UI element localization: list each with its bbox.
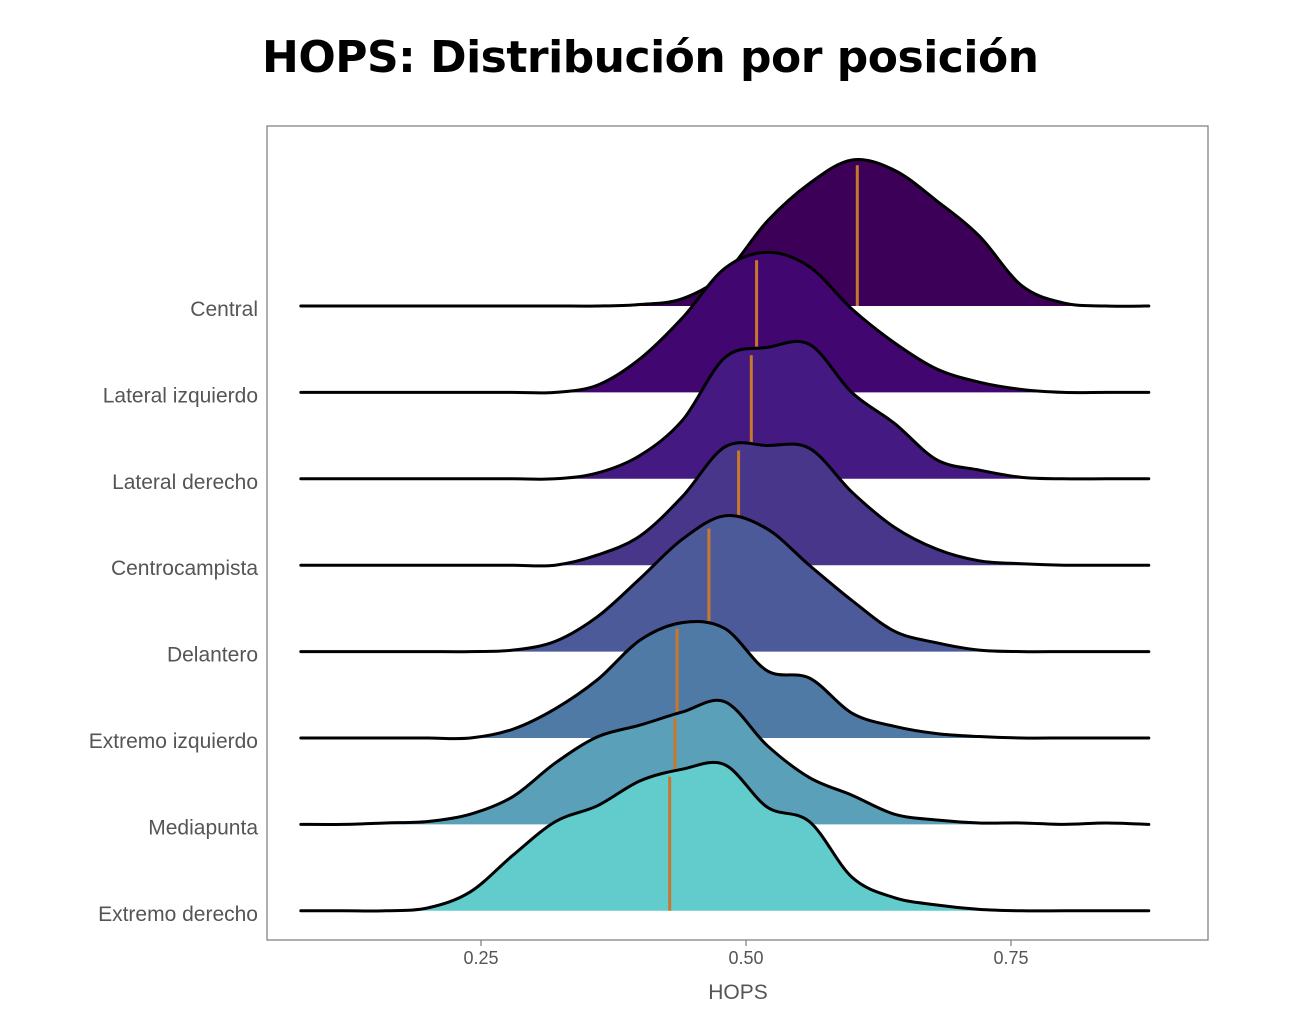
ridge-area-delantero — [300, 515, 1149, 652]
ridge-area-lateral-izquierdo — [300, 252, 1149, 393]
ridge-outline-lateral-derecho — [299, 339, 1151, 481]
y-label-centrocampista: Centrocampista — [111, 557, 258, 580]
plot-frame — [266, 125, 1209, 941]
y-label-extremo-izquierdo: Extremo izquierdo — [89, 730, 258, 753]
ridge-outline-extremo-izquierdo — [299, 620, 1151, 741]
ridge-area-centrocampista — [300, 442, 1149, 566]
ridge-outline-centrocampista — [299, 441, 1151, 568]
y-label-delantero: Delantero — [167, 644, 258, 667]
y-label-central: Central — [190, 298, 258, 321]
ridge-area-extremo-derecho — [300, 762, 1149, 912]
y-axis-labels: Central Lateral izquierdo Lateral derecho C… — [89, 298, 259, 926]
ridge-area-extremo-izquierdo — [300, 621, 1149, 739]
ridge-outline-mediapunta — [299, 698, 1151, 827]
x-tick-label: 0.75 — [993, 948, 1028, 968]
ridge-outline-lateral-izquierdo — [299, 250, 1151, 395]
x-axis-ticks: 0.25 0.50 0.75 — [463, 940, 1029, 968]
y-label-extremo-derecho: Extremo derecho — [98, 903, 258, 926]
ridges-layer — [299, 158, 1151, 913]
y-label-mediapunta: Mediapunta — [148, 816, 258, 839]
ridge-area-central — [300, 159, 1149, 307]
chart-title: HOPS: Distribución por posición — [262, 32, 1039, 83]
y-label-lateral-izquierdo: Lateral izquierdo — [103, 384, 258, 407]
x-tick-label: 0.25 — [463, 948, 498, 968]
x-tick-label: 0.50 — [728, 948, 763, 968]
ridge-outline-delantero — [299, 514, 1151, 654]
y-label-lateral-derecho: Lateral derecho — [112, 471, 258, 494]
x-axis-label: HOPS — [708, 981, 768, 1004]
ridge-area-lateral-derecho — [300, 341, 1149, 480]
ridge-outline-extremo-derecho — [299, 760, 1151, 913]
ridge-area-mediapunta — [300, 700, 1149, 825]
ridge-extremo-derecho — [299, 760, 1151, 913]
